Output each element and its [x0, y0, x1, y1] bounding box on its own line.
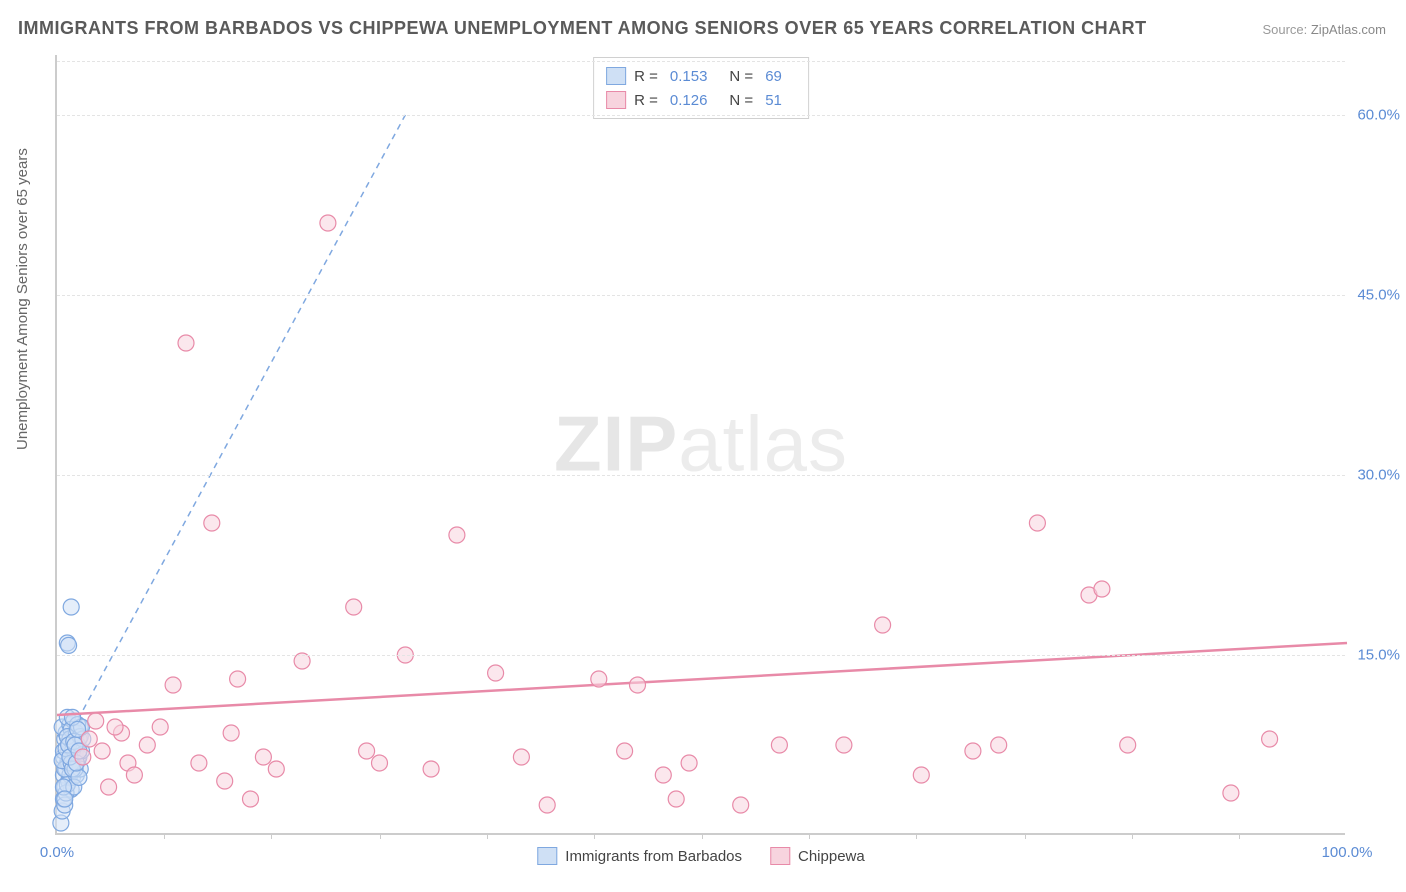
swatch-bottom-0	[537, 847, 557, 865]
data-point	[71, 769, 87, 785]
data-point	[681, 755, 697, 771]
data-point	[165, 677, 181, 693]
source-value: ZipAtlas.com	[1311, 22, 1386, 37]
data-point	[913, 767, 929, 783]
trend-line-0	[57, 115, 405, 758]
legend-label-1: Chippewa	[798, 848, 865, 865]
gridline	[57, 115, 1345, 116]
plot-area: ZIPatlas R = 0.153 N = 69 R = 0.126 N = …	[55, 55, 1345, 835]
y-tick-label: 45.0%	[1357, 287, 1400, 304]
x-tick	[809, 833, 810, 839]
y-axis-label: Unemployment Among Seniors over 65 years	[14, 148, 31, 450]
y-tick-label: 15.0%	[1357, 647, 1400, 664]
data-point	[1094, 581, 1110, 597]
data-point	[88, 713, 104, 729]
data-point	[488, 665, 504, 681]
data-point	[513, 749, 529, 765]
x-tick	[702, 833, 703, 839]
data-point	[617, 743, 633, 759]
source-label: Source:	[1262, 22, 1310, 37]
data-point	[836, 737, 852, 753]
data-point	[991, 737, 1007, 753]
legend-item-0: Immigrants from Barbados	[537, 847, 742, 865]
data-point	[449, 527, 465, 543]
series-legend: Immigrants from Barbados Chippewa	[537, 847, 864, 865]
trend-line-1	[57, 643, 1347, 715]
data-point	[423, 761, 439, 777]
data-point	[178, 335, 194, 351]
data-point	[1120, 737, 1136, 753]
data-point	[243, 791, 259, 807]
data-point	[94, 743, 110, 759]
legend-item-1: Chippewa	[770, 847, 865, 865]
data-point	[359, 743, 375, 759]
data-point	[75, 749, 91, 765]
data-point	[101, 779, 117, 795]
x-tick	[487, 833, 488, 839]
data-point	[668, 791, 684, 807]
x-tick	[164, 833, 165, 839]
data-point	[346, 599, 362, 615]
data-point	[57, 791, 73, 807]
data-point	[126, 767, 142, 783]
legend-label-0: Immigrants from Barbados	[565, 848, 742, 865]
x-tick	[1025, 833, 1026, 839]
data-point	[655, 767, 671, 783]
data-point	[539, 797, 555, 813]
data-point	[223, 725, 239, 741]
data-point	[1223, 785, 1239, 801]
chart-title: IMMIGRANTS FROM BARBADOS VS CHIPPEWA UNE…	[18, 18, 1147, 39]
data-point	[217, 773, 233, 789]
x-tick	[594, 833, 595, 839]
data-point	[191, 755, 207, 771]
data-point	[139, 737, 155, 753]
data-point	[630, 677, 646, 693]
gridline	[57, 295, 1345, 296]
data-point	[733, 797, 749, 813]
x-tick	[916, 833, 917, 839]
data-point	[1262, 731, 1278, 747]
source-attribution: Source: ZipAtlas.com	[1262, 22, 1386, 37]
gridline	[57, 61, 1345, 62]
y-tick-label: 60.0%	[1357, 107, 1400, 124]
data-point	[255, 749, 271, 765]
data-point	[965, 743, 981, 759]
data-point	[1029, 515, 1045, 531]
gridline	[57, 475, 1345, 476]
data-point	[320, 215, 336, 231]
data-point	[875, 617, 891, 633]
data-point	[63, 599, 79, 615]
data-point	[771, 737, 787, 753]
data-point	[61, 637, 77, 653]
x-tick	[1132, 833, 1133, 839]
x-tick-label: 100.0%	[1322, 844, 1373, 861]
x-tick	[380, 833, 381, 839]
x-tick	[271, 833, 272, 839]
data-point	[107, 719, 123, 735]
data-point	[204, 515, 220, 531]
data-point	[152, 719, 168, 735]
gridline	[57, 655, 1345, 656]
y-tick-label: 30.0%	[1357, 467, 1400, 484]
x-tick	[1239, 833, 1240, 839]
swatch-bottom-1	[770, 847, 790, 865]
data-point	[372, 755, 388, 771]
data-point	[81, 731, 97, 747]
data-point	[230, 671, 246, 687]
data-point	[591, 671, 607, 687]
x-tick-label: 0.0%	[40, 844, 74, 861]
plot-svg	[57, 55, 1345, 833]
data-point	[268, 761, 284, 777]
